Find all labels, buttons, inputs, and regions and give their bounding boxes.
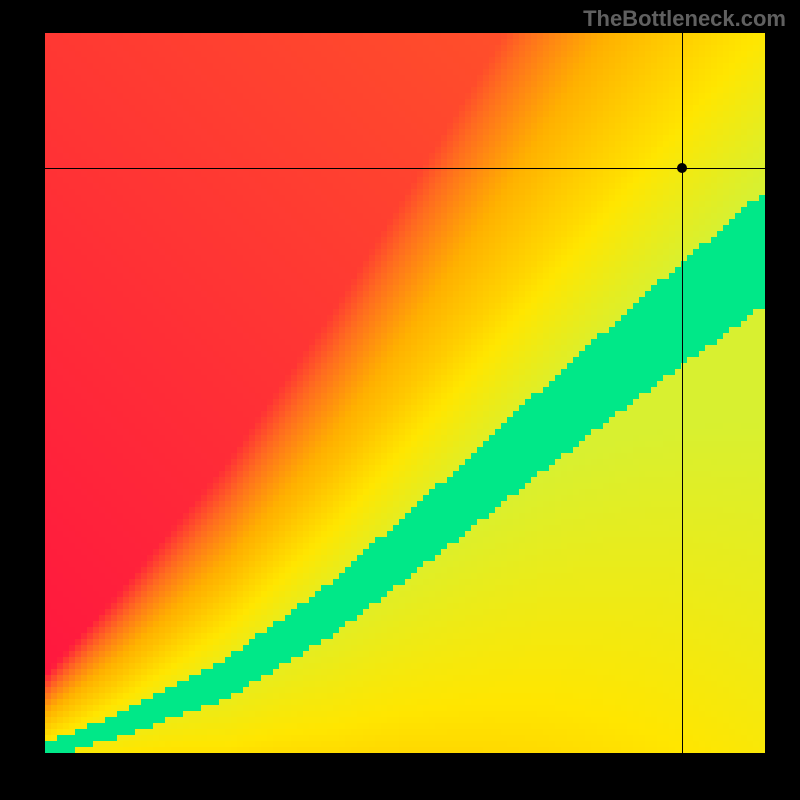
- crosshair-horizontal-line: [45, 168, 765, 169]
- chart-container: TheBottleneck.com: [0, 0, 800, 800]
- watermark-text: TheBottleneck.com: [583, 6, 786, 32]
- crosshair-vertical-line: [682, 33, 683, 753]
- bottleneck-heatmap: [45, 33, 765, 753]
